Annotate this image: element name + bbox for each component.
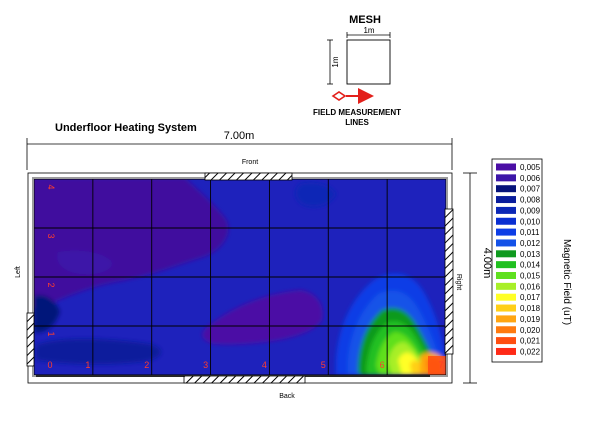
measurement-grid xyxy=(34,179,446,375)
y-tick-label: 4 xyxy=(46,184,56,189)
y-tick-label: 3 xyxy=(46,233,56,238)
legend-label: 0,010 xyxy=(520,217,541,226)
x-tick-label: 5 xyxy=(321,360,326,370)
y-tick-label: 2 xyxy=(46,282,56,287)
legend-swatch xyxy=(496,239,516,247)
field-region-low-1 xyxy=(34,179,229,308)
legend-swatch xyxy=(496,282,516,290)
legend-swatch xyxy=(496,185,516,193)
legend-label: 0,016 xyxy=(520,282,541,291)
chart-title: Underfloor Heating System xyxy=(55,122,197,134)
legend-label: 0,009 xyxy=(520,206,541,215)
mesh-width-label: 1m xyxy=(363,26,374,35)
legend-label: 0,008 xyxy=(520,196,541,205)
legend-swatch xyxy=(496,196,516,204)
legend-swatch xyxy=(496,337,516,345)
legend-label: 0,005 xyxy=(520,163,541,172)
legend-label: 0,017 xyxy=(520,293,541,302)
legend-swatch xyxy=(496,326,516,334)
front-label: Front xyxy=(242,159,258,166)
x-tick-label: 2 xyxy=(144,360,149,370)
x-tick-label: 3 xyxy=(203,360,208,370)
legend-swatch xyxy=(496,217,516,225)
legend-swatch xyxy=(496,293,516,301)
height-label: 4.00m xyxy=(481,248,493,279)
left-door xyxy=(26,312,35,367)
mesh-cell xyxy=(346,39,391,85)
legend-swatch xyxy=(496,272,516,279)
legend-label: 0,019 xyxy=(520,315,541,324)
hotspot-peak xyxy=(428,356,446,375)
field-region-bottom-left xyxy=(36,338,161,365)
legend-swatch xyxy=(496,304,516,312)
legend-label: 0,021 xyxy=(520,337,541,346)
x-tick-label: 4 xyxy=(262,360,267,370)
legend-swatch xyxy=(496,206,516,214)
legend-swatch xyxy=(496,315,516,323)
legend-label: 0,020 xyxy=(520,326,541,335)
mesh-height-label: 1m xyxy=(331,56,340,67)
x-tick-label: 1 xyxy=(85,360,90,370)
legend-title: Magnetic Field (uT) xyxy=(561,239,572,325)
right-label: Right xyxy=(455,274,462,290)
legend-swatch xyxy=(496,347,516,355)
legend-label: 0,006 xyxy=(520,174,541,183)
y-tick-label: 1 xyxy=(46,331,56,336)
legend-label: 0,022 xyxy=(520,347,541,356)
legend-label: 0,014 xyxy=(520,261,541,270)
right-door xyxy=(444,208,454,355)
field-region-left-edge xyxy=(34,294,60,333)
back-door xyxy=(183,375,306,384)
legend-swatch xyxy=(496,250,516,258)
field-measurement-line-icon xyxy=(331,88,374,104)
back-label: Back xyxy=(279,393,295,400)
field-region-top-right xyxy=(295,182,336,207)
field-region-low-2 xyxy=(57,250,113,275)
front-door xyxy=(204,172,293,181)
x-tick-label: 7 xyxy=(438,360,443,370)
x-tick-label: 6 xyxy=(380,360,385,370)
field-region-low-3 xyxy=(202,290,323,345)
width-label: 7.00m xyxy=(224,130,255,142)
legend-label: 0,013 xyxy=(520,250,541,259)
field-lines-label-1: FIELD MEASUREMENT xyxy=(313,108,401,117)
field-heatmap xyxy=(34,179,446,375)
legend-swatch xyxy=(496,228,516,236)
hotspot-contours xyxy=(335,273,446,375)
mesh-title: MESH xyxy=(349,14,381,26)
field-lines-label-2: LINES xyxy=(345,118,369,127)
legend-label: 0,011 xyxy=(520,228,540,237)
legend-label: 0,015 xyxy=(520,272,541,281)
legend-swatch xyxy=(496,261,516,269)
legend-label: 0,007 xyxy=(520,185,541,194)
left-label: Left xyxy=(15,266,22,278)
legend-label: 0,018 xyxy=(520,304,541,313)
x-tick-label: 0 xyxy=(47,360,52,370)
legend-label: 0,012 xyxy=(520,239,541,248)
grid-tick-labels: 0 1 2 3 4 5 6 7 1 2 3 4 xyxy=(46,184,444,370)
legend-swatch xyxy=(496,174,516,182)
legend-swatch xyxy=(496,163,516,171)
